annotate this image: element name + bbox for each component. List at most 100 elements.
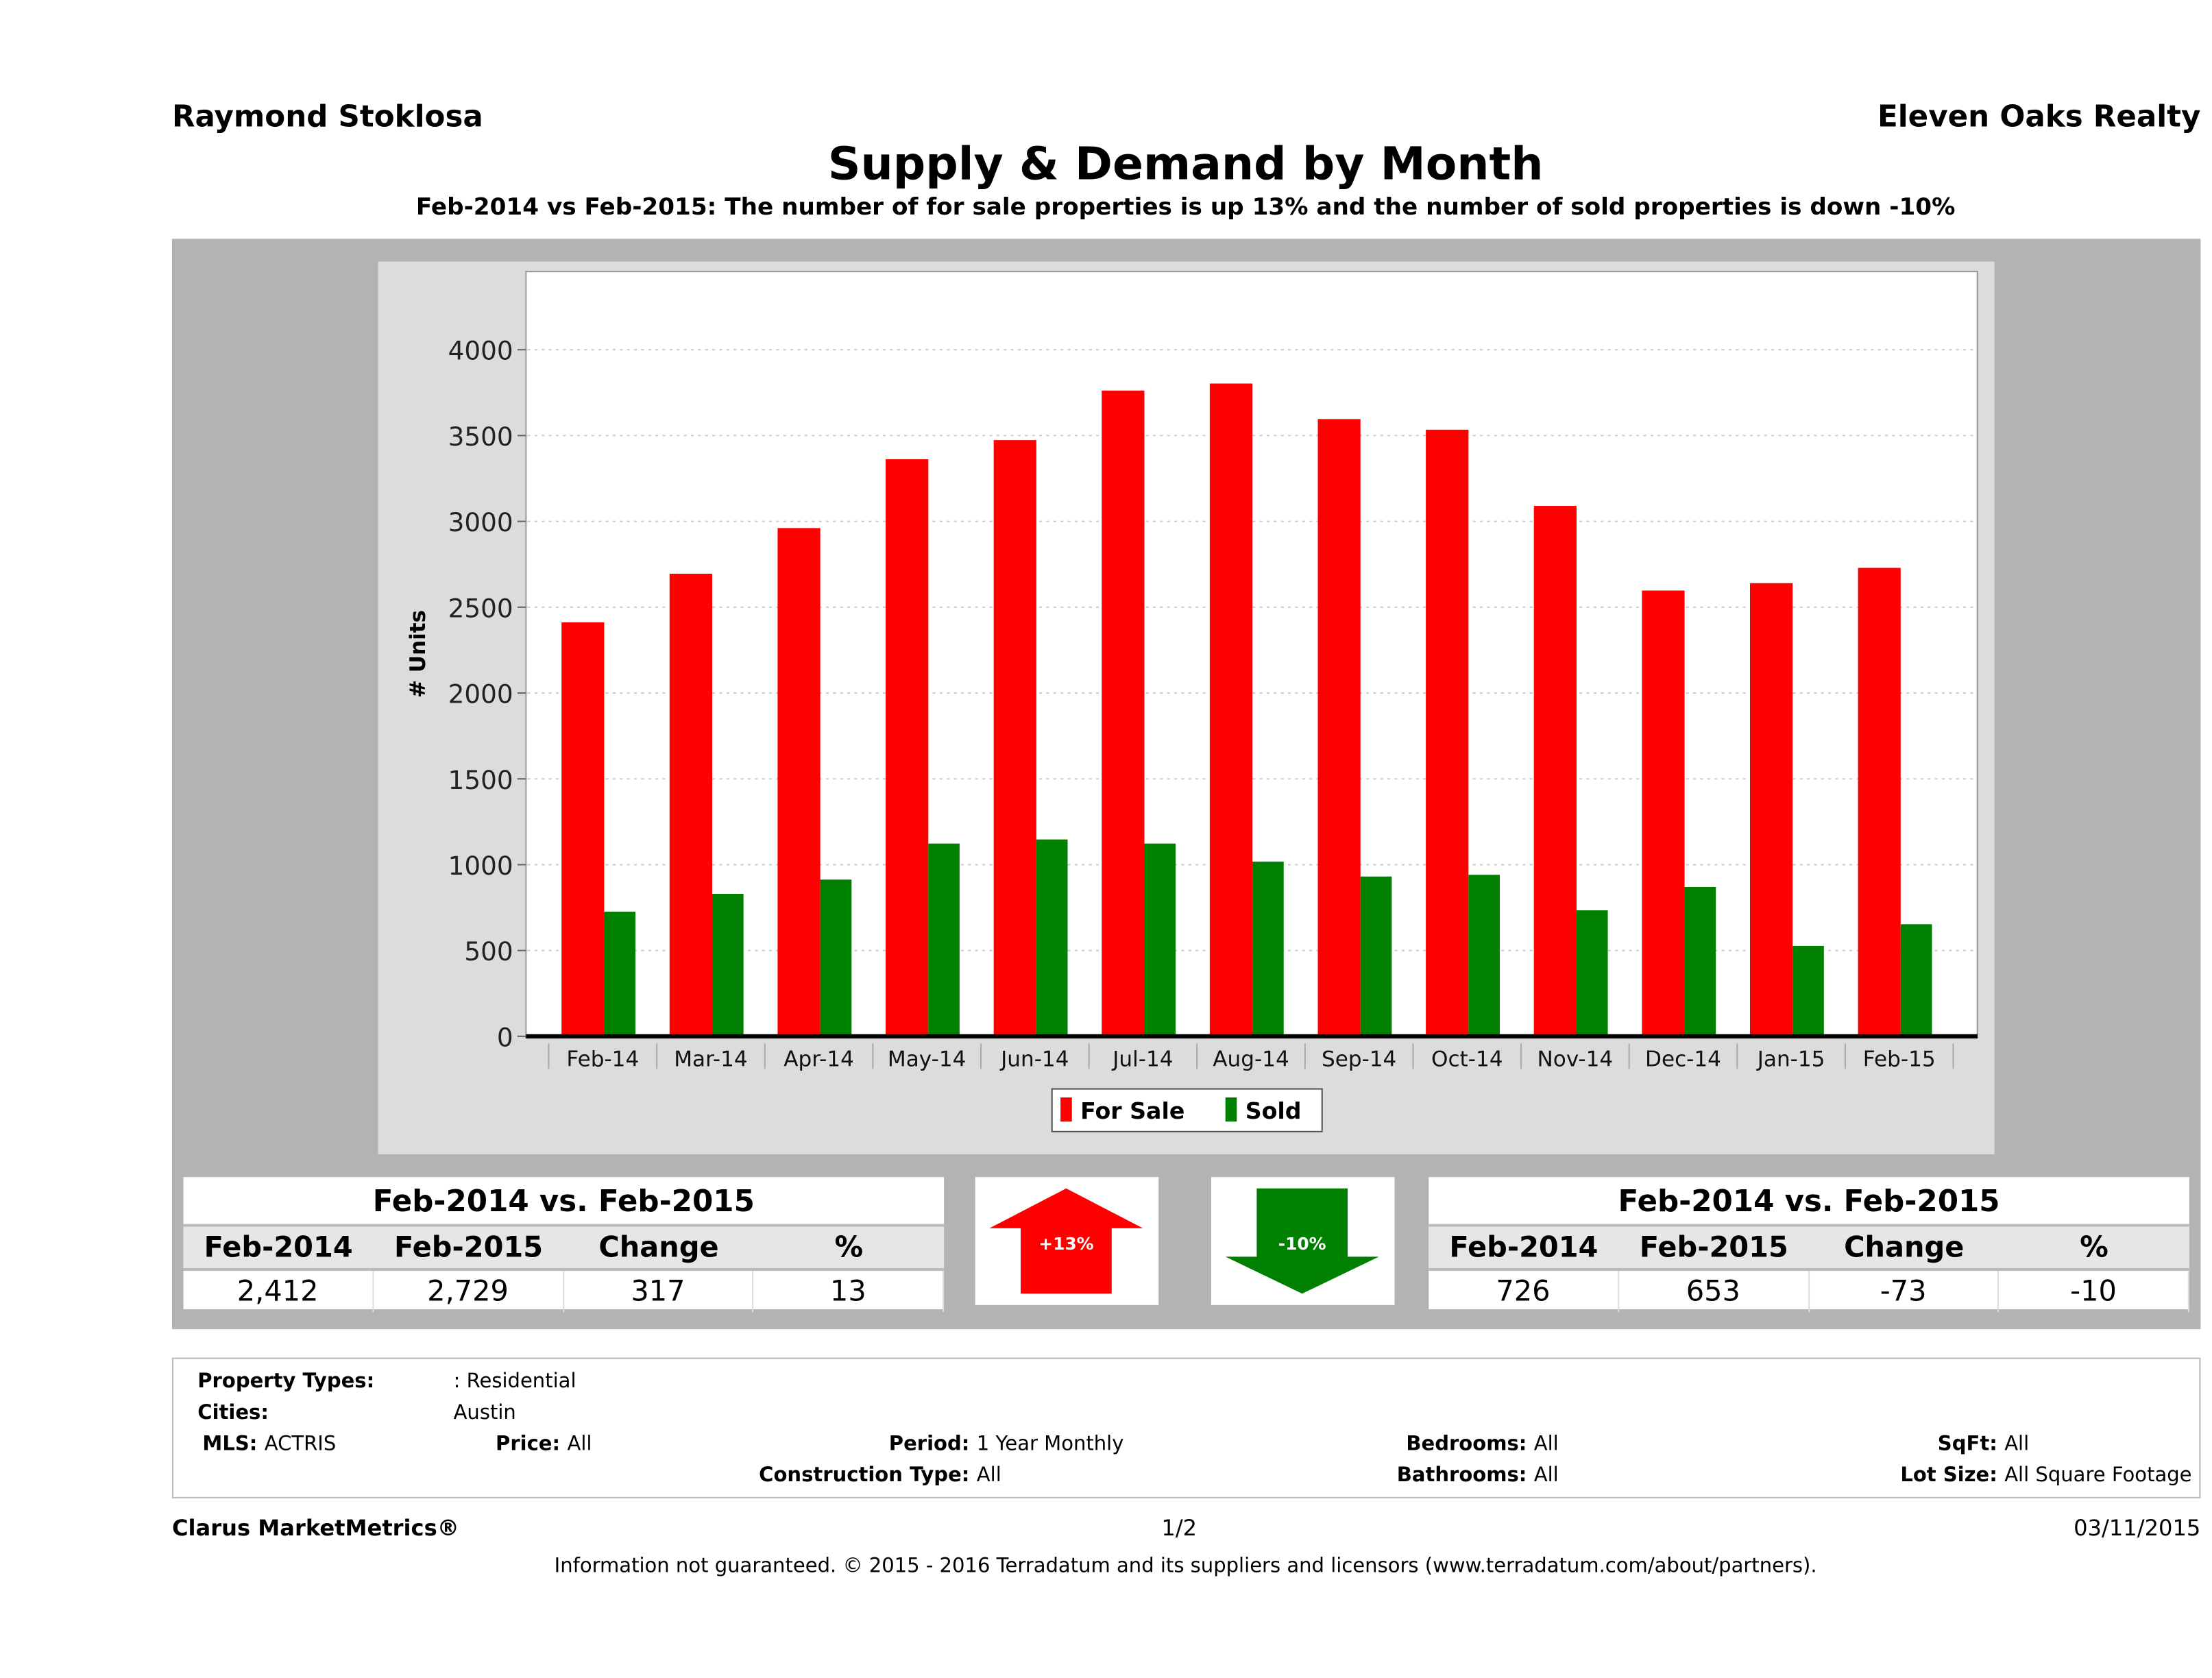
- table-cell: -73: [1809, 1271, 2000, 1313]
- lot-size-field: Lot Size: All Square Footage: [1900, 1464, 2192, 1487]
- bar-sold: [1684, 887, 1716, 1036]
- price-value: All: [567, 1433, 592, 1456]
- bar-sold: [820, 879, 852, 1036]
- y-tick-label: 3500: [448, 422, 513, 452]
- lot-size-label: Lot Size:: [1900, 1464, 1997, 1487]
- bathrooms-field: Bathrooms: All: [1397, 1464, 1559, 1487]
- x-tick-label: Feb-15: [1863, 1047, 1936, 1071]
- x-tick-label: Jul-14: [1111, 1047, 1173, 1071]
- y-tick-label: 2000: [448, 679, 513, 709]
- product-name: Clarus MarketMetrics®: [171, 1515, 459, 1542]
- sqft-field: SqFt: All: [1938, 1433, 2030, 1456]
- y-tick-label: 4000: [448, 336, 513, 366]
- x-tick-label: May-14: [888, 1047, 967, 1071]
- bar-for-sale: [669, 573, 713, 1036]
- bar-for-sale: [886, 459, 929, 1036]
- for-sale-change-label: +13%: [1038, 1234, 1093, 1254]
- table-cell: 653: [1619, 1271, 1810, 1313]
- bar-sold: [928, 843, 960, 1036]
- legend-swatch-for-sale: [1060, 1097, 1072, 1122]
- bar-sold: [1900, 924, 1932, 1036]
- bedrooms-label: Bedrooms:: [1406, 1433, 1527, 1456]
- table-cell: 317: [563, 1271, 754, 1313]
- table-cell: 2,412: [184, 1271, 374, 1313]
- x-tick-label: Oct-14: [1431, 1047, 1503, 1071]
- x-tick-label: Mar-14: [674, 1047, 747, 1071]
- bathrooms-label: Bathrooms:: [1396, 1464, 1527, 1487]
- bedrooms-value: All: [1533, 1433, 1559, 1456]
- price-label: Price:: [496, 1433, 561, 1456]
- table-title: Feb-2014 vs. Feb-2015: [1429, 1177, 2189, 1227]
- y-tick-label: 0: [497, 1022, 513, 1052]
- bar-sold: [1576, 910, 1608, 1036]
- column-header: Feb-2014: [204, 1229, 353, 1264]
- x-tick-label: Feb-14: [566, 1047, 639, 1071]
- bar-for-sale: [1749, 583, 1793, 1036]
- bar-for-sale: [561, 622, 605, 1036]
- y-tick-label: 2500: [448, 593, 513, 623]
- column-header: %: [834, 1229, 864, 1264]
- x-tick-label: Dec-14: [1645, 1047, 1721, 1071]
- legend-label-sold: Sold: [1245, 1097, 1302, 1124]
- bar-for-sale: [1317, 419, 1361, 1036]
- bar-sold: [712, 894, 744, 1036]
- x-tick-label: Aug-14: [1213, 1047, 1289, 1071]
- y-tick-label: 500: [464, 936, 513, 966]
- table-cell: 2,729: [374, 1271, 564, 1313]
- construction-type-label: Construction Type:: [759, 1464, 970, 1487]
- column-header: Feb-2015: [394, 1229, 544, 1264]
- table-cell: -10: [1999, 1271, 2189, 1313]
- bar-chart: Feb-14 Mar-14 Apr-14 May-14 Jun-14 Jul-14 Aug-…: [406, 271, 1978, 1132]
- bar-for-sale: [1426, 429, 1469, 1036]
- arrow-up-icon: +13%: [989, 1188, 1143, 1294]
- bar-for-sale: [777, 528, 821, 1036]
- table-cell: 13: [754, 1271, 945, 1313]
- page-subtitle: Feb-2014 vs Feb-2015: The number of for …: [415, 193, 1956, 221]
- y-tick-label: 3000: [448, 507, 513, 537]
- legend-swatch-sold: [1225, 1097, 1237, 1122]
- column-header: Feb-2014: [1449, 1229, 1599, 1264]
- sold-comparison-table: Feb-2014 vs. Feb-2015 Feb-2014 Feb-2015 …: [1429, 1177, 2189, 1313]
- mls-field: MLS: ACTRIS: [202, 1433, 336, 1455]
- report-date: 03/11/2015: [2074, 1515, 2201, 1542]
- bar-sold: [1036, 839, 1068, 1036]
- column-header: Feb-2015: [1639, 1229, 1788, 1264]
- bathrooms-value: All: [1533, 1464, 1559, 1487]
- sqft-label: SqFt:: [1937, 1433, 1997, 1456]
- table-title: Feb-2014 vs. Feb-2015: [183, 1177, 945, 1227]
- lot-size-value: All Square Footage: [2004, 1464, 2192, 1487]
- for-sale-comparison-table: Feb-2014 vs. Feb-2015 Feb-2014 Feb-2015 …: [183, 1177, 945, 1313]
- bar-sold: [1360, 876, 1392, 1036]
- bar-for-sale: [1533, 506, 1577, 1036]
- property-types-label: Property Types:: [197, 1370, 375, 1394]
- arrow-down-icon: -10%: [1225, 1188, 1379, 1294]
- price-field: Price: All: [496, 1433, 592, 1456]
- bar-for-sale: [1642, 590, 1685, 1036]
- disclaimer: Information not guaranteed. © 2015 - 201…: [554, 1555, 1817, 1579]
- x-tick-label: Apr-14: [783, 1047, 854, 1071]
- for-sale-change-indicator: +13%: [975, 1177, 1159, 1305]
- sold-change-label: -10%: [1278, 1234, 1326, 1254]
- x-tick-label: Jan-15: [1756, 1047, 1825, 1071]
- construction-type-value: All: [976, 1464, 1001, 1487]
- bar-sold: [604, 912, 636, 1036]
- brokerage-name: Eleven Oaks Realty: [1877, 99, 2201, 134]
- cities-value: Austin: [453, 1401, 516, 1425]
- y-tick-label: 1500: [448, 765, 513, 795]
- bar-sold: [1252, 861, 1284, 1036]
- property-types-value: : Residential: [453, 1370, 576, 1394]
- y-tick-label: 1000: [448, 851, 513, 881]
- column-header: Change: [1844, 1229, 1965, 1264]
- column-header: Change: [598, 1229, 719, 1264]
- mls-label: MLS:: [202, 1433, 258, 1456]
- sold-change-indicator: -10%: [1211, 1177, 1395, 1305]
- x-tick-label: Jun-14: [999, 1047, 1069, 1071]
- legend: For Sale Sold: [1051, 1088, 1323, 1132]
- x-tick-label: Sep-14: [1322, 1047, 1396, 1071]
- column-header: %: [2080, 1229, 2108, 1264]
- legend-label-for-sale: For Sale: [1080, 1097, 1184, 1124]
- sqft-value: All: [2004, 1433, 2030, 1456]
- criteria-box: Property Types: : Residential Cities: Au…: [171, 1357, 2201, 1498]
- bar-sold: [1792, 945, 1824, 1036]
